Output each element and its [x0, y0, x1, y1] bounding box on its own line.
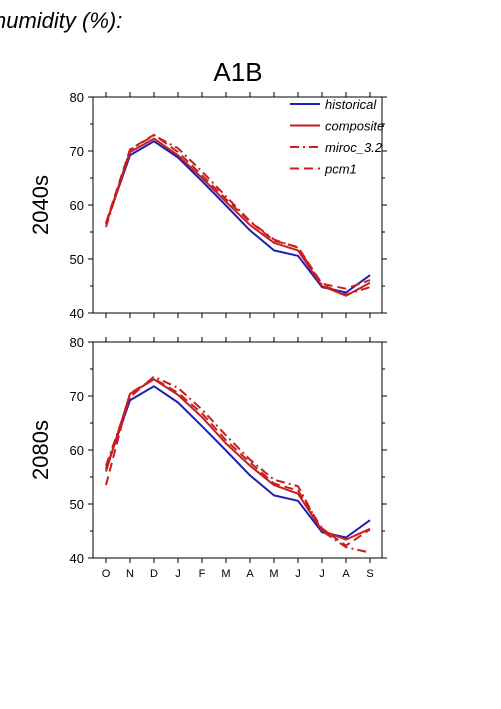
legend-label: miroc_3.2 [325, 140, 383, 155]
panels: 40 50 60 70 80 2040s 40 50 60 70 80 O N D J F M A M J J A S 208… [28, 90, 387, 580]
panel-2040s: 40 50 60 70 80 2040s [28, 90, 387, 321]
series-line-historical [105, 385, 371, 539]
series-line-pcm1 [105, 377, 371, 547]
y-tick-label: 60 [70, 198, 84, 213]
y-tick-label: 70 [70, 144, 84, 159]
x-tick-label: J [319, 568, 325, 580]
y-tick-label: 50 [70, 497, 84, 512]
series-line-composite [105, 137, 371, 297]
series-line-miroc-3-2 [105, 375, 371, 554]
legend-label: composite [325, 119, 384, 134]
x-tick-label: J [295, 568, 301, 580]
series-line-pcm1 [105, 133, 371, 290]
x-tick-label: M [269, 568, 278, 580]
x-tick-label: F [199, 568, 206, 580]
x-tick-label: M [221, 568, 230, 580]
x-tick-label: S [366, 568, 373, 580]
legend: historical composite miroc_3.2 pcm1 [290, 97, 384, 177]
x-tick-label: A [342, 568, 350, 580]
y-tick-label: 40 [70, 306, 84, 321]
panel-label: 2040s [28, 175, 53, 235]
legend-label: historical [325, 97, 377, 112]
y-tick-label: 50 [70, 252, 84, 267]
y-tick-label: 80 [70, 90, 84, 105]
scenario-title: A1B [213, 57, 262, 87]
x-tick-label: J [175, 568, 181, 580]
y-tick-label: 40 [70, 551, 84, 566]
plot-frame [92, 341, 383, 559]
y-tick-label: 70 [70, 389, 84, 404]
legend-label: pcm1 [324, 162, 357, 177]
x-tick-label: A [246, 568, 254, 580]
x-tick-label: O [102, 568, 111, 580]
x-tick-label: N [126, 568, 134, 580]
series-line-miroc-3-2 [105, 134, 371, 296]
panel-label: 2080s [28, 420, 53, 480]
panel-2080s: 40 50 60 70 80 O N D J F M A M J J A S 2080s [28, 335, 387, 580]
series-line-composite [105, 378, 371, 541]
y-tick-label: 80 [70, 335, 84, 350]
x-tick-label: D [150, 568, 158, 580]
figure-header: humidity (%): [0, 8, 122, 33]
y-tick-label: 60 [70, 443, 84, 458]
